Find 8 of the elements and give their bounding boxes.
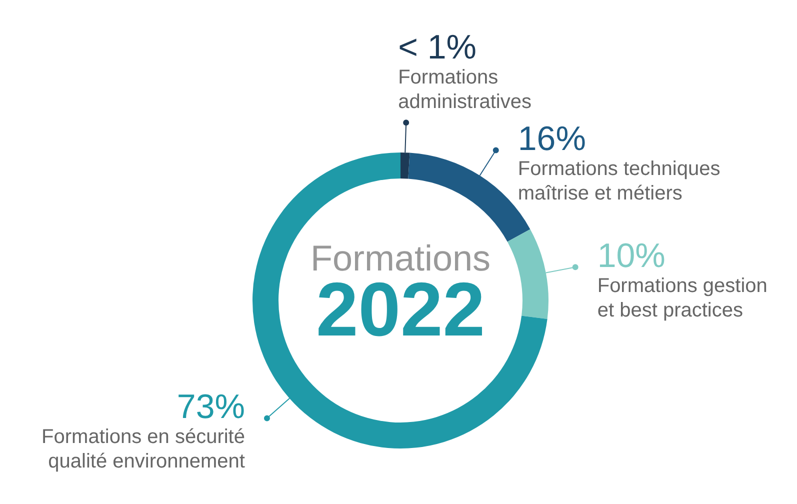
slice-label: Formations en sécurité qualité environnement — [42, 426, 246, 472]
data-label: < 1% — [398, 28, 477, 67]
data-label: 73% — [176, 388, 245, 426]
slice-label: Formations gestion et best practices — [597, 275, 768, 322]
data-label: 16% — [518, 120, 586, 158]
data-label: 10% — [597, 237, 666, 276]
slice-label: Formations techniques maîtrise et métiers — [518, 158, 720, 204]
slice-label: Formations administratives — [398, 66, 532, 113]
